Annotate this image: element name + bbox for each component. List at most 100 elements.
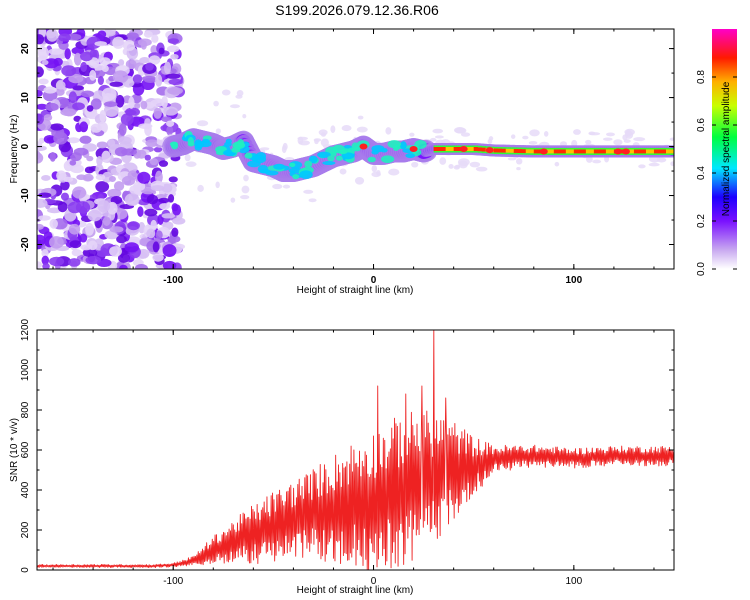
faint-blob bbox=[510, 134, 516, 139]
ridge-core bbox=[633, 149, 639, 154]
ridge-core-edge bbox=[557, 147, 563, 150]
noise-blob bbox=[171, 227, 179, 237]
noise-blob bbox=[43, 86, 57, 94]
ridge-core-edge bbox=[497, 147, 503, 149]
ridge-peak bbox=[539, 148, 548, 155]
noise-blob bbox=[37, 113, 45, 125]
ridge-core bbox=[505, 148, 511, 153]
noise-blob bbox=[143, 30, 153, 38]
noise-blob bbox=[168, 194, 175, 203]
y-tick-label: 200 bbox=[20, 521, 31, 538]
noise-blob bbox=[163, 106, 178, 116]
ridge-core-edge bbox=[629, 153, 635, 155]
ridge-core-edge bbox=[557, 153, 563, 155]
ridge-core-edge bbox=[445, 151, 451, 153]
faint-blob bbox=[454, 164, 460, 169]
noise-blob bbox=[117, 253, 130, 263]
noise-blob bbox=[158, 160, 169, 167]
faint-blob bbox=[213, 100, 219, 107]
ridge-core-edge bbox=[597, 147, 603, 150]
noise-blob bbox=[152, 241, 160, 253]
ridge-core-edge bbox=[585, 147, 591, 150]
noise-blob bbox=[132, 74, 143, 84]
noise-blob bbox=[121, 148, 137, 156]
ridge-core-edge bbox=[469, 151, 475, 153]
snr-ylabel: SNR (10 * v/v) bbox=[9, 418, 20, 482]
faint-blob bbox=[385, 127, 392, 135]
ridge-core bbox=[565, 149, 571, 154]
ridge-core-edge bbox=[629, 147, 635, 150]
ridge-core bbox=[657, 149, 663, 154]
noise-blob bbox=[116, 235, 127, 244]
noise-blob bbox=[108, 175, 116, 182]
colorbar-tick-label: 0.2 bbox=[696, 214, 707, 228]
y-tick-label: 20 bbox=[20, 43, 31, 55]
ridge-core-edge bbox=[661, 153, 667, 155]
faint-blob bbox=[242, 113, 247, 119]
faint-blob bbox=[429, 137, 437, 142]
noise-blob bbox=[56, 170, 67, 181]
noise-blob bbox=[68, 73, 84, 84]
faint-blob bbox=[585, 139, 592, 145]
colorbar-ticks: 0.0 0.2 0.4 0.6 0.8 bbox=[696, 70, 737, 276]
snr-xlabel: Height of straight line (km) bbox=[297, 585, 414, 596]
ridge-core bbox=[553, 149, 559, 154]
noise-blob bbox=[120, 113, 134, 126]
noise-blob bbox=[68, 258, 81, 267]
noise-blob bbox=[154, 170, 163, 184]
noise-blob bbox=[144, 154, 151, 161]
ridge-core-edge bbox=[509, 147, 515, 149]
noise-blob bbox=[67, 137, 80, 144]
noise-blob bbox=[121, 175, 136, 186]
ridge-core bbox=[665, 149, 671, 154]
ridge-core bbox=[577, 149, 583, 154]
faint-blob bbox=[648, 162, 660, 167]
noise-blob bbox=[112, 36, 125, 49]
ridge-core-edge bbox=[645, 153, 651, 155]
noise-blob bbox=[37, 34, 45, 45]
spectrogram-xlabel: Height of straight line (km) bbox=[297, 285, 414, 296]
faint-blob bbox=[298, 140, 310, 146]
ridge-core bbox=[509, 148, 515, 153]
ridge-core-edge bbox=[533, 147, 539, 150]
ridge-core-edge bbox=[437, 151, 443, 153]
noise-blob bbox=[64, 48, 71, 60]
ridge-core bbox=[493, 148, 499, 153]
noise-blob bbox=[138, 221, 146, 234]
ridge-peak bbox=[613, 148, 622, 155]
faint-blob bbox=[320, 132, 327, 137]
faint-blob bbox=[516, 167, 521, 171]
noise-blob bbox=[37, 66, 44, 78]
ridge-core-edge bbox=[649, 153, 655, 155]
ridge-core bbox=[521, 149, 527, 154]
noise-blob bbox=[150, 185, 165, 192]
noise-blob bbox=[109, 246, 122, 257]
noise-blob bbox=[167, 38, 180, 44]
noise-blob bbox=[60, 192, 70, 201]
faint-blob bbox=[339, 168, 347, 175]
faint-blob bbox=[670, 161, 674, 167]
ridge-core-edge bbox=[481, 151, 487, 154]
ridge-core bbox=[661, 149, 667, 154]
ridge-core-edge bbox=[449, 145, 455, 147]
ridge-core bbox=[629, 149, 635, 154]
ridge-core-edge bbox=[509, 152, 515, 155]
ridge-core-edge bbox=[645, 147, 651, 150]
faint-blob bbox=[409, 132, 415, 137]
noise-blob bbox=[96, 155, 103, 166]
ridge-core-edge bbox=[641, 147, 647, 150]
faint-blob bbox=[240, 195, 250, 200]
noise-blob bbox=[115, 94, 125, 108]
faint-blob bbox=[522, 135, 529, 140]
ridge-core bbox=[605, 149, 611, 154]
ridge-core bbox=[573, 149, 579, 154]
ridge-core-edge bbox=[553, 147, 559, 150]
noise-blob bbox=[124, 193, 140, 206]
ridge-core bbox=[589, 149, 595, 154]
ridge-core-edge bbox=[549, 147, 555, 150]
ridge-core bbox=[445, 147, 451, 151]
ridge-core-edge bbox=[593, 147, 599, 150]
noise-blob bbox=[55, 80, 66, 90]
